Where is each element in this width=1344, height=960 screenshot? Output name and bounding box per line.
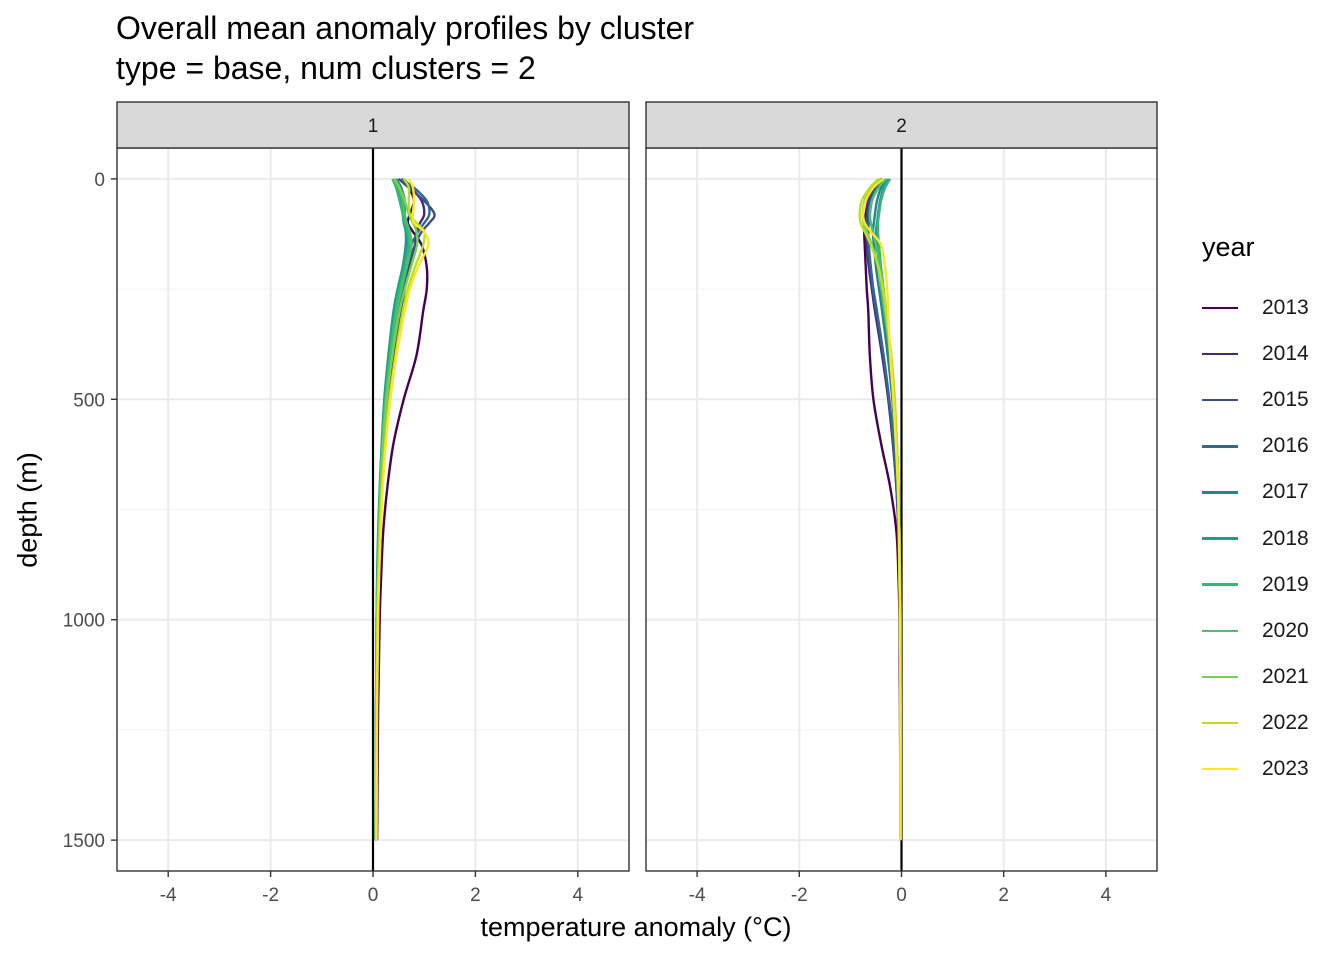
legend-item-2013: 2013 [1202, 285, 1309, 331]
facet-strip [645, 101, 1158, 149]
legend-key [1202, 675, 1238, 678]
x-axis-title: temperature anomaly (°C) [480, 912, 792, 942]
x-tick-label: 4 [573, 885, 584, 906]
legend-label: 2017 [1262, 480, 1309, 504]
x-tick-label: 4 [1101, 885, 1112, 906]
legend-item-2015: 2015 [1202, 377, 1309, 423]
x-tick-label: -4 [689, 885, 706, 906]
legend-label: 2016 [1262, 434, 1309, 458]
legend-key [1202, 445, 1238, 448]
legend-items: 2013 2014 2015 2016 2017 2018 2019 2020 2021 2022… [1202, 285, 1309, 792]
series-line-2023 [861, 177, 902, 841]
y-axis-title: depth (m) [12, 452, 43, 568]
legend-label: 2020 [1262, 618, 1309, 642]
x-tick-label: 0 [896, 885, 907, 906]
panel-2: 2 -4 -2 0 2 4 [645, 101, 1158, 906]
facet-strip [116, 101, 630, 149]
legend: year 2013 2014 2015 2016 2017 2018 2019 2020 202… [1202, 232, 1309, 792]
chart-subtitle: type = base, num clusters = 2 [116, 50, 536, 86]
y-tick-label: 1500 [63, 831, 105, 852]
legend-label: 2021 [1262, 664, 1309, 688]
legend-label: 2023 [1262, 756, 1309, 780]
panel-1: 1 -4 -2 0 2 4 0 500 1000 1500 [63, 101, 630, 906]
facet-strip-label: 1 [368, 116, 379, 137]
legend-key [1202, 306, 1238, 310]
legend-item-2019: 2019 [1202, 562, 1309, 608]
y-tick-label: 1000 [63, 611, 105, 632]
y-tick-label: 0 [94, 170, 105, 191]
legend-title: year [1202, 232, 1255, 262]
legend-key [1202, 721, 1238, 725]
legend-key [1202, 767, 1238, 771]
legend-item-2022: 2022 [1202, 700, 1309, 746]
legend-key [1202, 629, 1238, 632]
x-tick-label: 2 [470, 885, 481, 906]
x-tick-label: 0 [368, 885, 379, 906]
legend-label: 2013 [1262, 296, 1309, 320]
legend-label: 2015 [1262, 388, 1309, 412]
legend-item-2014: 2014 [1202, 331, 1309, 377]
legend-item-2020: 2020 [1202, 608, 1309, 654]
x-tick-label: -2 [791, 885, 808, 906]
facet-strip-label: 2 [896, 116, 907, 137]
legend-label: 2022 [1262, 710, 1309, 734]
legend-item-2021: 2021 [1202, 654, 1309, 700]
legend-label: 2018 [1262, 526, 1309, 550]
chart-title: Overall mean anomaly profiles by cluster [116, 10, 695, 46]
legend-label: 2014 [1262, 342, 1309, 366]
legend-item-2016: 2016 [1202, 423, 1309, 469]
legend-item-2023: 2023 [1202, 746, 1309, 792]
legend-label: 2019 [1262, 572, 1309, 596]
legend-key [1202, 583, 1238, 586]
x-tick-label: -2 [262, 885, 279, 906]
legend-item-2018: 2018 [1202, 515, 1309, 561]
legend-key [1202, 352, 1238, 356]
legend-key [1202, 399, 1238, 402]
legend-key [1202, 537, 1238, 540]
legend-item-2017: 2017 [1202, 469, 1309, 515]
y-tick-label: 500 [73, 390, 105, 411]
x-tick-label: -4 [160, 885, 177, 906]
legend-key [1202, 491, 1238, 494]
x-tick-label: 2 [998, 885, 1009, 906]
series-line-2023 [375, 178, 430, 841]
